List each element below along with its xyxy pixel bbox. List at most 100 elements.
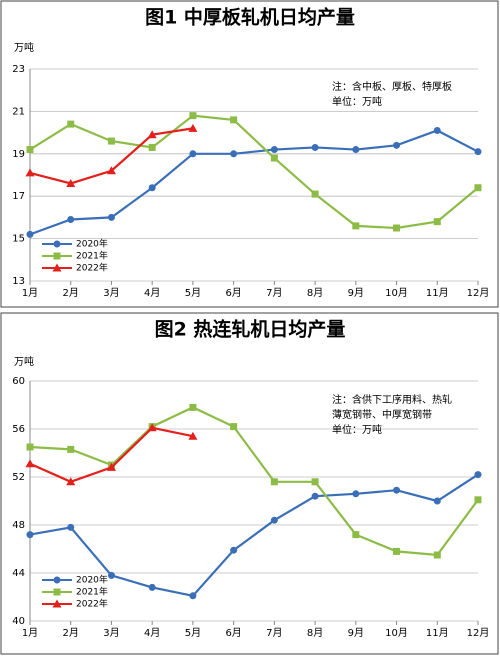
marker	[107, 137, 115, 145]
legend-label: 2021年	[76, 586, 108, 598]
legend-label: 2022年	[76, 262, 108, 274]
note: 注：含供下工序用料、热轧	[332, 393, 452, 406]
x-tick-label: 1月	[22, 627, 38, 639]
x-tick-label: 5月	[185, 627, 201, 639]
marker	[474, 471, 482, 479]
legend-label: 2022年	[76, 598, 108, 610]
marker	[148, 184, 156, 192]
marker	[52, 599, 62, 608]
x-tick-label: 4月	[144, 287, 160, 299]
marker	[433, 551, 441, 559]
marker	[67, 216, 75, 224]
marker	[230, 546, 238, 554]
y-tick-label: 21	[12, 106, 25, 117]
x-tick-label: 5月	[185, 287, 201, 299]
x-tick-label: 12月	[467, 287, 490, 299]
y-tick-label: 52	[12, 472, 25, 483]
marker	[188, 431, 198, 440]
marker	[433, 218, 441, 226]
x-tick-label: 8月	[307, 287, 323, 299]
x-tick-label: 11月	[426, 287, 449, 299]
marker	[311, 190, 319, 198]
marker	[270, 478, 278, 486]
marker	[53, 252, 61, 260]
marker	[474, 148, 482, 156]
legend-label: 2021年	[76, 250, 108, 262]
y-tick-label: 60	[12, 376, 25, 387]
marker	[66, 178, 76, 187]
note: 单位：万吨	[332, 95, 382, 108]
x-tick-label: 7月	[266, 287, 282, 299]
marker	[393, 141, 401, 149]
marker	[147, 130, 157, 139]
marker	[147, 423, 157, 432]
marker	[106, 462, 116, 471]
series-line	[29, 129, 479, 236]
x-tick-label: 2月	[63, 627, 79, 639]
marker	[311, 143, 319, 151]
y-tick-label: 40	[12, 616, 25, 627]
marker	[474, 496, 482, 504]
y-tick-label: 23	[12, 64, 25, 75]
chart-title: 图2 热连轧机日均产量	[155, 318, 346, 341]
x-tick-label: 6月	[225, 287, 241, 299]
note: 薄宽钢带、中厚宽钢带	[332, 408, 432, 421]
marker	[189, 112, 197, 120]
marker	[53, 576, 61, 584]
marker	[189, 403, 197, 411]
marker	[67, 445, 75, 453]
x-tick-label: 1月	[22, 287, 38, 299]
marker	[474, 184, 482, 192]
y-tick-label: 44	[12, 568, 25, 579]
marker	[189, 150, 197, 158]
y-axis-label: 万吨	[14, 355, 34, 368]
y-axis-label: 万吨	[14, 41, 34, 54]
marker	[53, 588, 61, 596]
marker	[311, 492, 319, 500]
marker	[26, 531, 34, 539]
marker	[270, 146, 278, 154]
marker	[230, 423, 238, 431]
note: 单位：万吨	[332, 423, 382, 436]
x-tick-label: 11月	[426, 627, 449, 639]
marker	[230, 150, 238, 158]
marker	[393, 486, 401, 494]
marker	[189, 592, 197, 600]
marker	[26, 146, 34, 154]
marker	[25, 168, 35, 177]
marker	[352, 222, 360, 230]
marker	[393, 224, 401, 232]
x-tick-label: 3月	[103, 287, 119, 299]
y-tick-label: 19	[12, 149, 25, 160]
x-tick-label: 12月	[467, 627, 490, 639]
marker	[148, 143, 156, 151]
note: 注：含中板、厚板、特厚板	[332, 80, 452, 93]
marker	[352, 490, 360, 498]
series-line	[29, 114, 479, 230]
marker	[107, 571, 115, 579]
series-line	[29, 473, 479, 598]
y-tick-label: 48	[12, 520, 25, 531]
marker	[66, 477, 76, 486]
series-line	[29, 406, 479, 557]
y-tick-label: 13	[12, 276, 25, 287]
marker	[106, 166, 116, 175]
marker	[188, 123, 198, 132]
y-tick-label: 15	[12, 234, 25, 245]
x-tick-label: 7月	[266, 627, 282, 639]
marker	[67, 523, 75, 531]
marker	[311, 478, 319, 486]
x-tick-label: 4月	[144, 627, 160, 639]
y-tick-label: 17	[12, 191, 25, 202]
marker	[270, 154, 278, 162]
marker	[352, 146, 360, 154]
x-tick-label: 2月	[63, 287, 79, 299]
x-tick-label: 10月	[385, 287, 408, 299]
marker	[52, 263, 62, 272]
marker	[352, 531, 360, 539]
y-tick-label: 56	[12, 424, 25, 435]
marker	[393, 547, 401, 555]
marker	[53, 240, 61, 248]
marker	[26, 230, 34, 238]
